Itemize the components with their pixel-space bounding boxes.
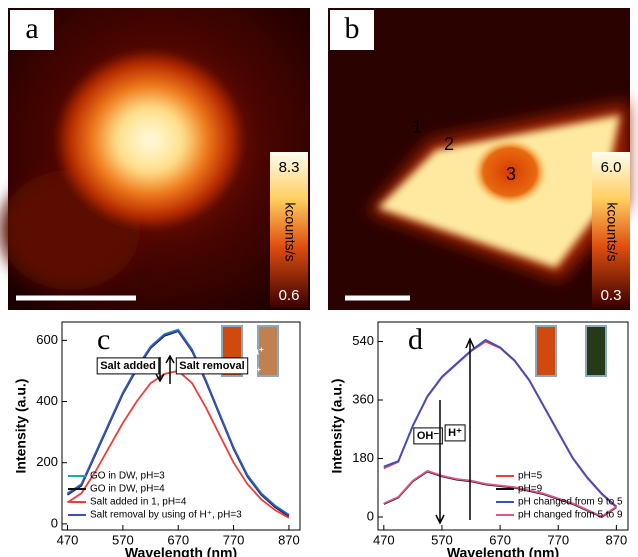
series-line: [384, 340, 617, 507]
spot-label: 1: [412, 117, 422, 137]
colorbar-unit: kcounts/s: [604, 202, 620, 261]
arrow: [166, 356, 174, 384]
figure: a 8.3 kcounts/s 0.6 1 2 3 b 6.0 kcounts/…: [0, 0, 638, 557]
vial: [536, 326, 556, 376]
vial: [586, 326, 606, 376]
colorbar-min: 0.3: [601, 287, 622, 304]
panel-b: 1 2 3 b 6.0 kcounts/s 0.3: [328, 8, 630, 310]
panel-label: c: [97, 323, 110, 356]
legend-label: pH=9: [518, 484, 543, 495]
colorbar-max: 8.3: [279, 159, 300, 176]
x-tick-label: 870: [278, 532, 300, 547]
legend-label: Salt added in 1, pH=4: [90, 497, 187, 508]
annotation: OH⁻: [565, 347, 585, 358]
annotation: Salt removal: [179, 360, 244, 372]
legend-label: pH changed from 5 to 9: [518, 510, 623, 521]
annotation: OH⁻: [417, 430, 440, 442]
colorbar-min: 0.6: [279, 287, 300, 304]
y-tick-label: 0: [51, 515, 58, 530]
legend-label: pH=5: [518, 471, 543, 482]
arrow: [466, 339, 474, 520]
panel-label: d: [408, 323, 423, 356]
spot-label: 3: [506, 164, 516, 184]
y-tick-label: 540: [352, 333, 374, 348]
annotation: Salt added: [100, 360, 156, 372]
y-axis-label: Intensity (a.u.): [329, 379, 345, 474]
colorbar-max: 6.0: [601, 159, 622, 176]
x-tick-label: 470: [57, 532, 79, 547]
x-axis-label: Wavelength (nm): [447, 545, 559, 557]
x-axis-label: Wavelength (nm): [125, 545, 237, 557]
y-tick-label: 400: [36, 393, 58, 408]
colorbar-unit: kcounts/s: [282, 202, 298, 261]
y-tick-label: 180: [352, 450, 374, 465]
arrow: [436, 400, 444, 523]
legend-label: pH changed from 9 to 5: [518, 497, 623, 508]
legend-label: Salt removal by using of H⁺, pH=3: [90, 510, 242, 521]
y-tick-label: 0: [367, 508, 374, 523]
x-tick-label: 870: [606, 532, 628, 547]
panel-label: b: [345, 12, 360, 45]
x-tick-label: 470: [373, 532, 395, 547]
legend-label: GO in DW, pH=4: [90, 484, 165, 495]
blob: [55, 50, 245, 230]
y-axis-label: Intensity (a.u.): [13, 379, 29, 474]
annotation: H⁺: [448, 427, 462, 439]
annotation: H⁺: [569, 367, 582, 378]
y-tick-label: 360: [352, 391, 374, 406]
legend-label: GO in DW, pH=3: [90, 471, 165, 482]
panel-a: a 8.3 kcounts/s 0.6: [0, 8, 310, 310]
spot-label: 2: [444, 134, 454, 154]
panel-label: a: [25, 12, 38, 45]
y-tick-label: 200: [36, 454, 58, 469]
y-tick-label: 600: [36, 332, 58, 347]
annotation: H⁺: [249, 367, 262, 378]
annotation: Na⁺: [246, 347, 264, 358]
series-line: [384, 342, 617, 508]
